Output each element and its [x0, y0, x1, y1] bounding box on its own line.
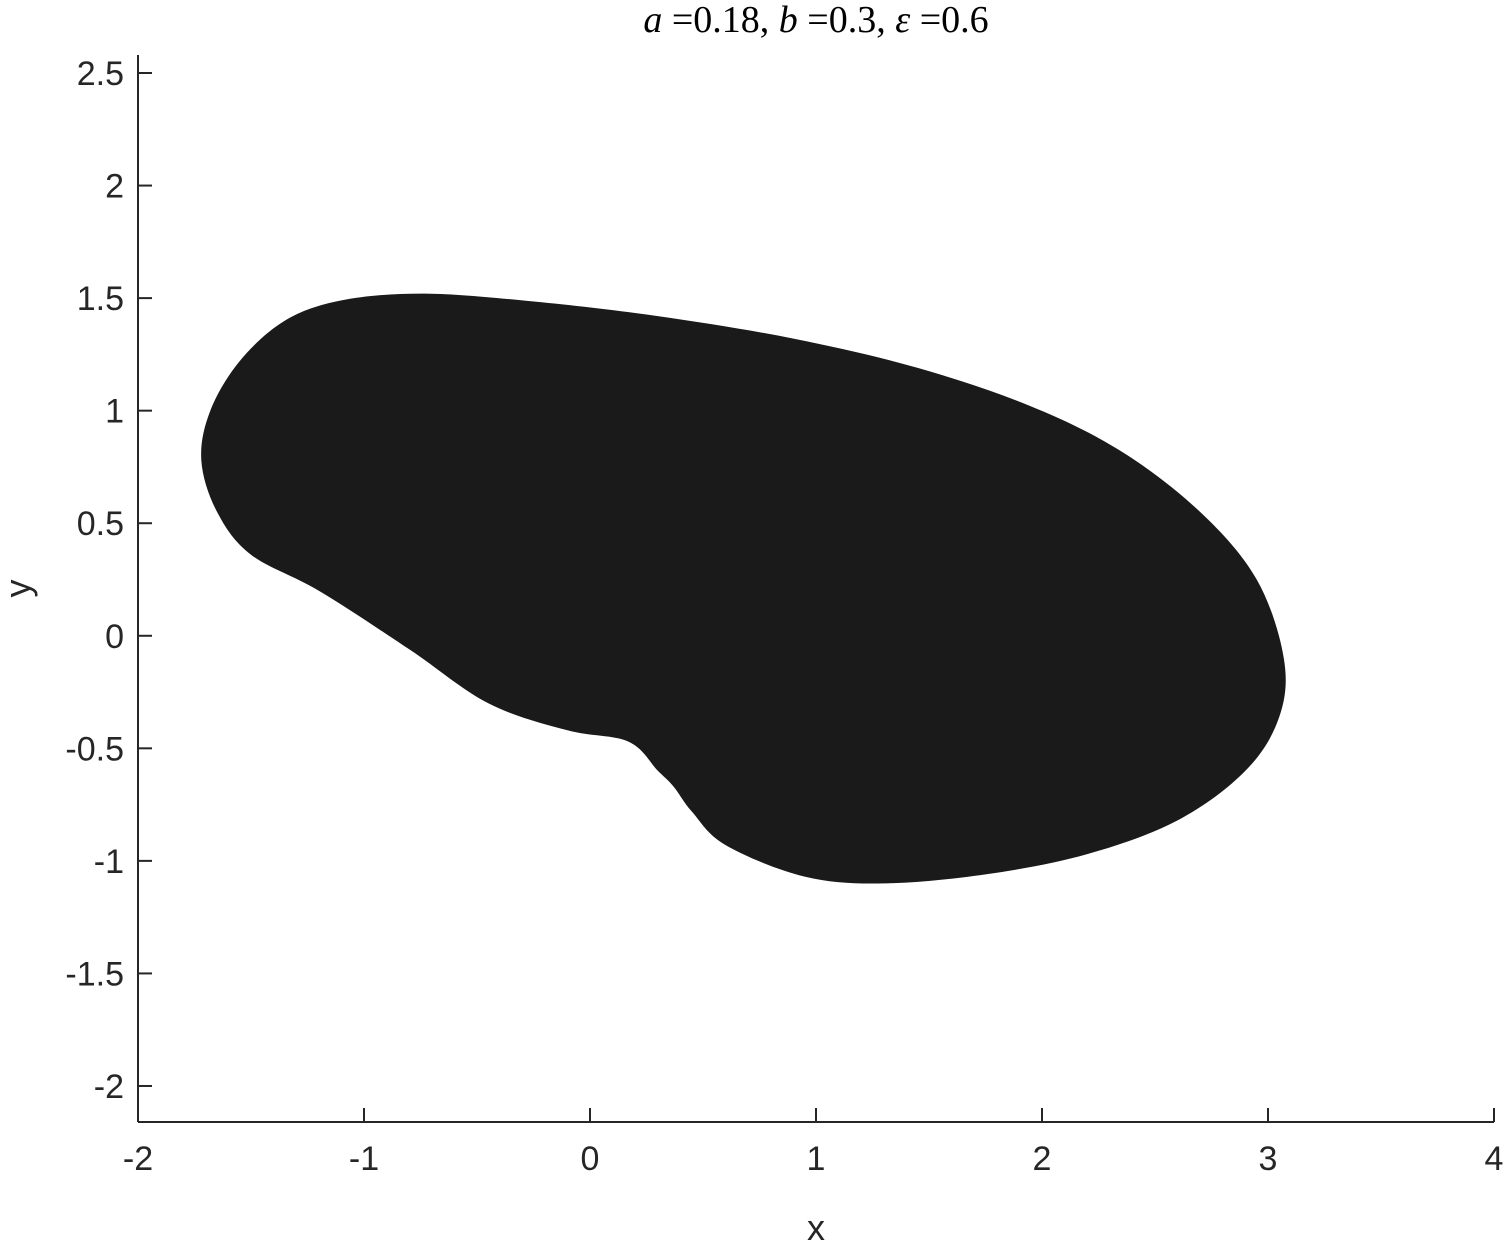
title-part: b — [779, 0, 798, 41]
x-axis-label: x — [807, 1207, 825, 1245]
x-tick-label: 1 — [807, 1140, 826, 1178]
y-tick-label: -1 — [94, 843, 124, 881]
y-axis: -2 -1.5 -1 -0.5 0 0.5 1 1.5 2 2.5 — [65, 55, 152, 1122]
y-tick-label: 2.5 — [77, 55, 124, 93]
x-tick-label: 0 — [581, 1140, 600, 1178]
x-tick-label: 3 — [1259, 1140, 1278, 1178]
title-part: =0.6 — [910, 0, 988, 41]
title-part: a — [643, 0, 662, 41]
title-part: =0.18, — [662, 0, 778, 41]
y-tick-label: 1 — [105, 393, 124, 431]
y-axis-label: y — [0, 580, 38, 598]
x-tick-label: -2 — [123, 1140, 153, 1178]
chart-title: a =0.18, b =0.3, ε =0.6 — [643, 0, 988, 41]
y-tick-label: -2 — [94, 1068, 124, 1106]
x-tick-label: 4 — [1485, 1140, 1504, 1178]
filled-region — [201, 293, 1286, 884]
y-tick-label: 0.5 — [77, 505, 124, 543]
x-tick-label: 2 — [1033, 1140, 1052, 1178]
title-part: ε — [895, 0, 910, 41]
title-part: =0.3, — [798, 0, 895, 41]
x-tick-label: -1 — [349, 1140, 379, 1178]
y-tick-label: -1.5 — [65, 955, 124, 993]
y-tick-label: 2 — [105, 168, 124, 206]
y-tick-label: -0.5 — [65, 730, 124, 768]
y-tick-label: 1.5 — [77, 280, 124, 318]
plot-area — [201, 293, 1286, 884]
y-tick-label: 0 — [105, 618, 124, 656]
x-axis: -2 -1 0 1 2 3 4 — [123, 1108, 1504, 1178]
